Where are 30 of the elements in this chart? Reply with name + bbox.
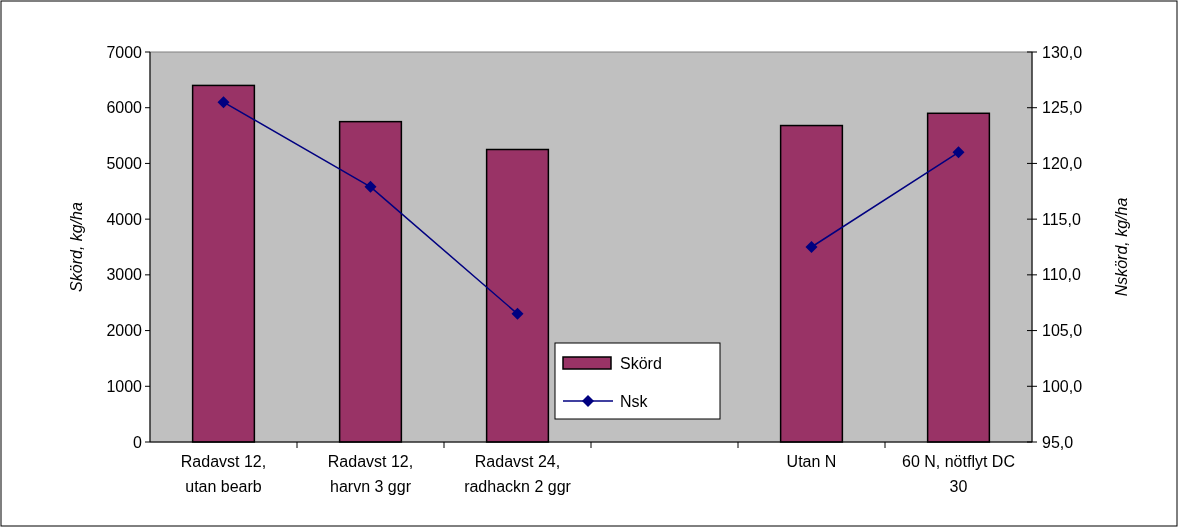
y-tick-label: 4000 (106, 210, 143, 228)
y-axis-title: Skörd, kg/ha (68, 201, 85, 292)
y-tick-label: 3000 (106, 266, 143, 284)
y2-tick-label: 130,0 (1042, 43, 1083, 61)
y2-axis-title: Nskörd, kg/ha (1113, 197, 1130, 297)
point (217, 96, 230, 109)
legend-label: Nsk (620, 392, 649, 410)
x-tick-label: Radavst 24, radhackn 2 ggr (464, 453, 572, 495)
y2-tick-label: 100,0 (1042, 377, 1083, 395)
y-tick-label: 0 (133, 433, 143, 451)
x-tick-label: Utan N (786, 453, 837, 470)
y-tick-label: 6000 (106, 99, 143, 117)
x-tick-label: Radavst 12, utan bearb (180, 453, 267, 495)
point (511, 307, 524, 320)
x-tick-label: Radavst 12, harvn 3 ggr (327, 453, 414, 495)
y2-tick-label: 115,0 (1042, 210, 1081, 228)
y-tick-label: 1000 (106, 377, 143, 395)
point (952, 146, 965, 159)
point (805, 241, 818, 253)
y-tick-label: 2000 (106, 322, 143, 340)
y-tick-label: 7000 (106, 43, 143, 61)
y-tick-label: 5000 (106, 155, 143, 173)
y2-tick-label: 120,0 (1042, 155, 1083, 173)
y2-tick-label: 95,0 (1042, 433, 1074, 451)
x-tick-label: 60 N, nötflyt DC 30 (902, 453, 1015, 495)
y2-tick-label: 125,0 (1042, 99, 1083, 117)
legend-label: Skörd (620, 354, 662, 372)
point (364, 180, 377, 193)
y2-tick-label: 110,0 (1042, 266, 1081, 284)
y2-tick-label: 105,0 (1042, 322, 1083, 340)
